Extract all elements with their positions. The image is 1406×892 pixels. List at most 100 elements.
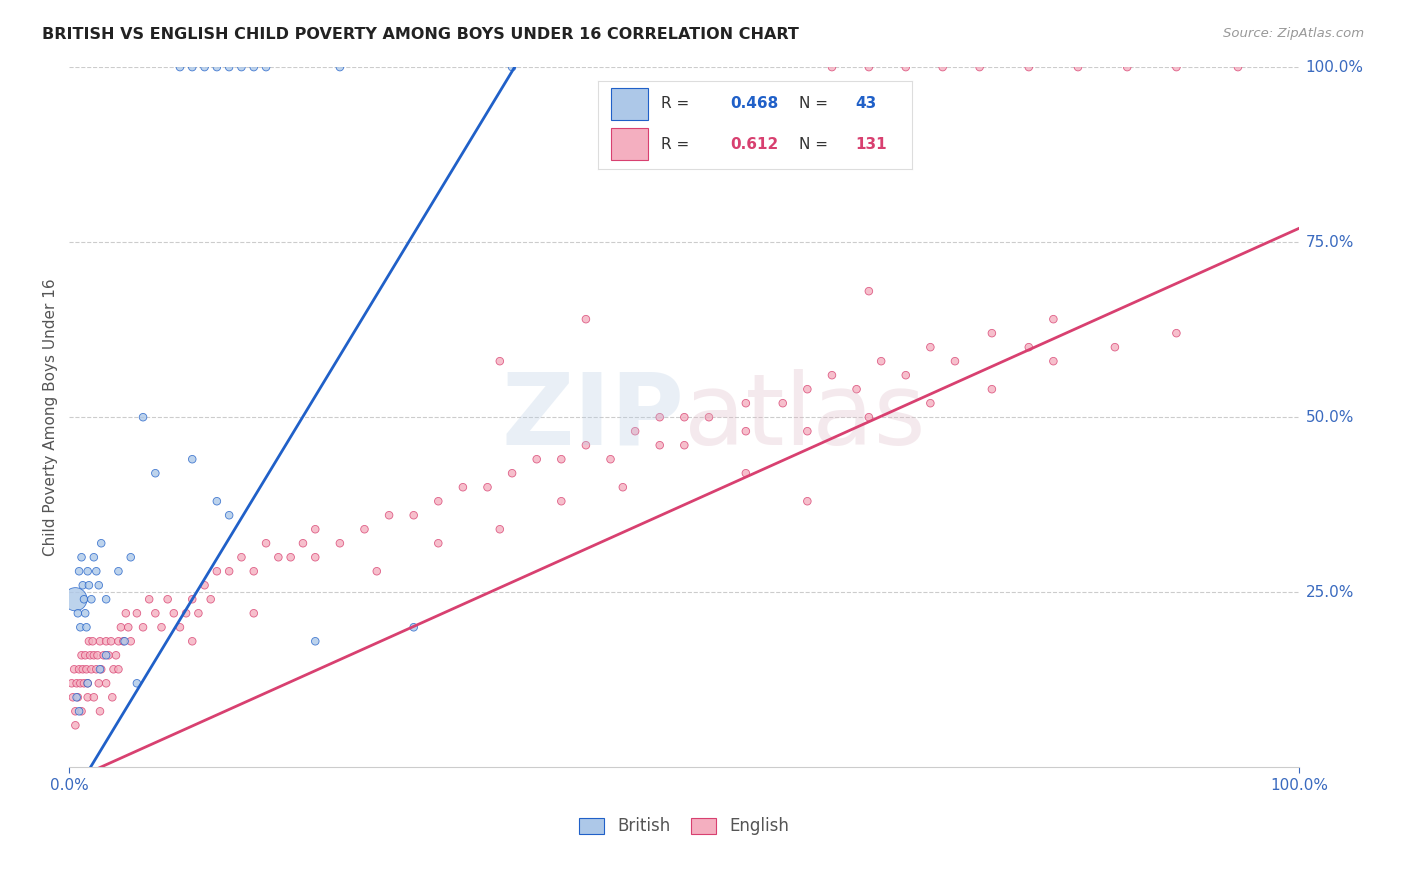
Point — [83, 648, 105, 663]
Point — [65, 592, 87, 607]
Point — [76, 564, 98, 578]
Point — [218, 60, 240, 74]
Point — [66, 690, 89, 705]
Point — [80, 592, 103, 607]
Point — [181, 634, 204, 648]
Point — [231, 550, 253, 565]
Point — [94, 634, 117, 648]
Point — [150, 620, 173, 634]
Point — [90, 536, 112, 550]
Text: 100.0%: 100.0% — [1306, 60, 1364, 75]
Point — [193, 60, 215, 74]
Point — [858, 284, 880, 298]
Point — [63, 662, 86, 676]
Y-axis label: Child Poverty Among Boys Under 16: Child Poverty Among Boys Under 16 — [44, 278, 58, 556]
Point — [402, 620, 425, 634]
Text: Source: ZipAtlas.com: Source: ZipAtlas.com — [1223, 27, 1364, 40]
Legend: British, English: British, English — [572, 811, 796, 842]
Point — [75, 607, 97, 621]
Point — [107, 564, 129, 578]
Point — [70, 550, 93, 565]
Point — [120, 634, 142, 648]
Point — [242, 60, 264, 74]
Point — [72, 662, 94, 676]
Point — [89, 704, 111, 718]
Point — [1104, 340, 1126, 354]
Point — [104, 648, 127, 663]
Point — [1067, 60, 1090, 74]
Point — [62, 690, 84, 705]
Point — [304, 634, 326, 648]
Point — [65, 690, 87, 705]
Point — [143, 607, 166, 621]
Point — [624, 424, 647, 438]
Point — [73, 592, 96, 607]
Point — [75, 620, 97, 634]
Point — [673, 410, 696, 425]
Point — [402, 508, 425, 523]
Point — [242, 564, 264, 578]
Point — [550, 494, 572, 508]
Point — [378, 508, 401, 523]
Point — [648, 410, 671, 425]
Point — [205, 494, 228, 508]
Point — [75, 648, 97, 663]
Point — [599, 452, 621, 467]
Point — [103, 662, 125, 676]
Point — [796, 494, 818, 508]
Point — [187, 607, 209, 621]
Point — [112, 634, 135, 648]
Point — [648, 438, 671, 452]
Point — [169, 620, 191, 634]
Point — [821, 60, 844, 74]
Point — [980, 382, 1002, 396]
Point — [1166, 60, 1188, 74]
Point — [205, 60, 228, 74]
Point — [65, 676, 87, 690]
Point — [65, 718, 87, 732]
Point — [280, 550, 302, 565]
Point — [110, 620, 132, 634]
Point — [427, 494, 450, 508]
Text: ZIP: ZIP — [502, 368, 685, 466]
Point — [1018, 340, 1040, 354]
Point — [93, 648, 115, 663]
Point — [117, 620, 139, 634]
Point — [163, 607, 186, 621]
Point — [796, 424, 818, 438]
Point — [114, 634, 136, 648]
Point — [920, 396, 942, 410]
Point — [107, 662, 129, 676]
Point — [174, 607, 197, 621]
Point — [77, 634, 100, 648]
Point — [72, 578, 94, 592]
Point — [76, 690, 98, 705]
Point — [86, 648, 108, 663]
Point — [697, 410, 720, 425]
Point — [526, 452, 548, 467]
Point — [254, 536, 277, 550]
Point — [84, 662, 107, 676]
Point — [242, 607, 264, 621]
Point — [77, 578, 100, 592]
Point — [181, 60, 204, 74]
Point — [100, 634, 122, 648]
Point — [304, 550, 326, 565]
Text: 25.0%: 25.0% — [1306, 585, 1354, 599]
Point — [943, 354, 966, 368]
Point — [89, 634, 111, 648]
Point — [501, 467, 523, 481]
Point — [75, 662, 97, 676]
Point — [82, 634, 104, 648]
Point — [181, 452, 204, 467]
Point — [366, 564, 388, 578]
Point — [980, 326, 1002, 341]
Point — [101, 690, 124, 705]
Text: atlas: atlas — [685, 368, 927, 466]
Point — [796, 382, 818, 396]
Point — [107, 634, 129, 648]
Point — [67, 662, 90, 676]
Point — [673, 438, 696, 452]
Point — [218, 508, 240, 523]
Point — [734, 467, 756, 481]
